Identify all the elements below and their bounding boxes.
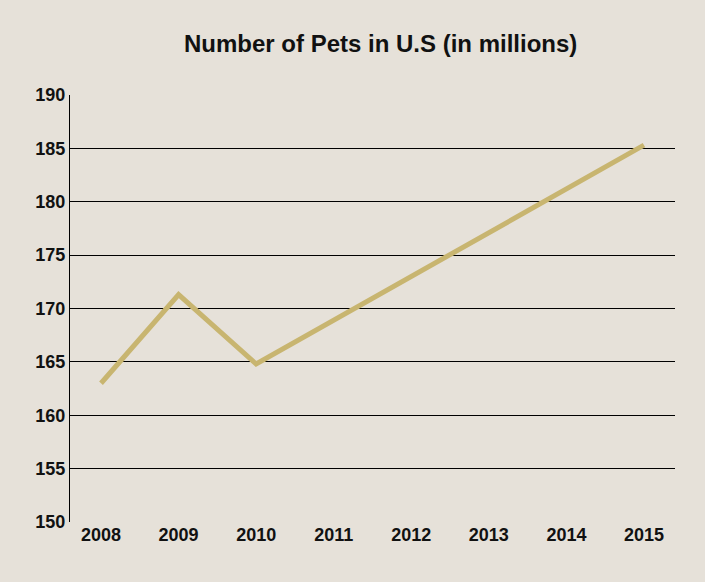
svg-text:2013: 2013: [469, 525, 509, 545]
svg-text:2010: 2010: [236, 525, 276, 545]
svg-text:2014: 2014: [546, 525, 586, 545]
svg-text:2015: 2015: [624, 525, 664, 545]
svg-text:160: 160: [35, 406, 65, 426]
svg-text:2008: 2008: [81, 525, 121, 545]
svg-text:2012: 2012: [391, 525, 431, 545]
svg-text:2009: 2009: [159, 525, 199, 545]
svg-text:175: 175: [35, 245, 65, 265]
svg-text:165: 165: [35, 352, 65, 372]
svg-text:150: 150: [35, 512, 65, 532]
svg-text:Number of Pets in U.S (in mill: Number of Pets in U.S (in millions): [184, 30, 577, 57]
svg-text:155: 155: [35, 459, 65, 479]
svg-text:180: 180: [35, 192, 65, 212]
svg-text:190: 190: [35, 85, 65, 105]
svg-text:185: 185: [35, 139, 65, 159]
svg-text:170: 170: [35, 299, 65, 319]
svg-text:2011: 2011: [314, 525, 353, 545]
